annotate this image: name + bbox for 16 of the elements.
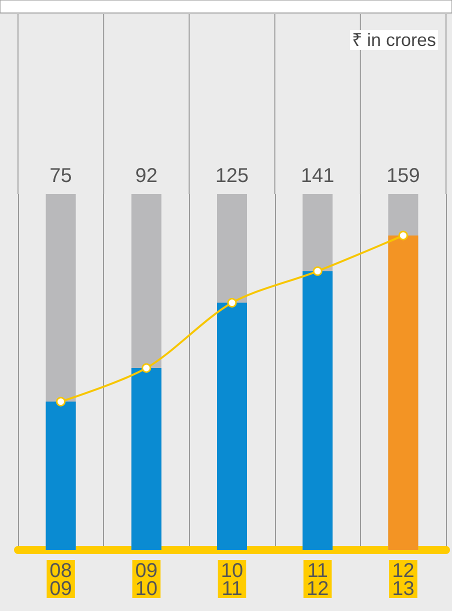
x-tick-label: 08 09 — [50, 560, 72, 600]
x-tick-label: 09 10 — [135, 560, 158, 600]
text: ₹ in crores — [352, 30, 436, 50]
x-tick-label: 10 11 — [220, 560, 244, 600]
x-tick-label: 12 13 — [392, 560, 414, 600]
data-label: 159 — [386, 165, 420, 187]
point — [142, 363, 152, 373]
x-tick-label: 11 12 — [306, 560, 329, 600]
point — [56, 396, 66, 406]
data-label: 75 — [50, 165, 72, 187]
data-label: 125 — [215, 165, 249, 187]
point — [398, 230, 408, 240]
point — [312, 266, 322, 276]
data-label: 92 — [135, 165, 158, 187]
data-label: 141 — [300, 165, 334, 187]
point — [227, 298, 237, 308]
